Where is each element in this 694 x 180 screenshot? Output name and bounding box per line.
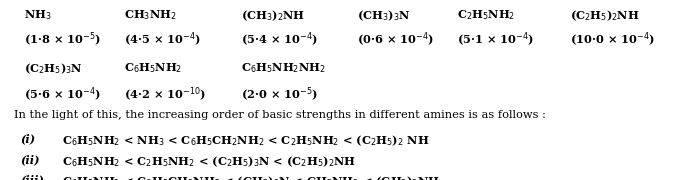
Text: (5·1 × 10$^{-4}$): (5·1 × 10$^{-4}$) [457, 31, 534, 49]
Text: C$_2$H$_5$NH$_2$: C$_2$H$_5$NH$_2$ [457, 8, 515, 22]
Text: C$_6$H$_5$NH$_2$ < NH$_3$ < C$_6$H$_5$CH$_2$NH$_2$ < C$_2$H$_5$NH$_2$ < (C$_2$H$: C$_6$H$_5$NH$_2$ < NH$_3$ < C$_6$H$_5$CH… [62, 134, 430, 148]
Text: (C$_2$H$_5$)$_3$N: (C$_2$H$_5$)$_3$N [24, 62, 83, 76]
Text: CH$_3$NH$_2$: CH$_3$NH$_2$ [124, 8, 176, 22]
Text: (CH$_3$)$_3$N: (CH$_3$)$_3$N [357, 8, 411, 23]
Text: (C$_2$H$_5$)$_2$NH: (C$_2$H$_5$)$_2$NH [570, 8, 640, 23]
Text: NH$_3$: NH$_3$ [24, 8, 52, 22]
Text: (iii): (iii) [21, 175, 44, 180]
Text: (2·0 × 10$^{-5}$): (2·0 × 10$^{-5}$) [241, 86, 317, 104]
Text: (ii): (ii) [21, 154, 40, 165]
Text: (0·6 × 10$^{-4}$): (0·6 × 10$^{-4}$) [357, 31, 434, 49]
Text: C$_6$H$_5$NH$_2$: C$_6$H$_5$NH$_2$ [124, 62, 182, 75]
Text: C$_6$H$_5$NH$_2$NH$_2$: C$_6$H$_5$NH$_2$NH$_2$ [241, 62, 325, 75]
Text: (CH$_3$)$_2$NH: (CH$_3$)$_2$NH [241, 8, 305, 23]
Text: (i): (i) [21, 134, 36, 145]
Text: (4·2 × 10$^{-10}$): (4·2 × 10$^{-10}$) [124, 86, 205, 104]
Text: C$_6$H$_5$NH$_2$ < C$_2$H$_5$NH$_2$ < (C$_2$H$_5$)$_3$N < (C$_2$H$_5$)$_2$NH: C$_6$H$_5$NH$_2$ < C$_2$H$_5$NH$_2$ < (C… [62, 154, 356, 169]
Text: (4·5 × 10$^{-4}$): (4·5 × 10$^{-4}$) [124, 31, 201, 49]
Text: C$_6$H$_5$NH$_2$ < C$_6$H$_5$CH$_2$NH$_2$ < (CH$_3$)$_3$N < CH$_3$NH$_2$ < (CH$_: C$_6$H$_5$NH$_2$ < C$_6$H$_5$CH$_2$NH$_2… [62, 175, 440, 180]
Text: (1·8 × 10$^{-5}$): (1·8 × 10$^{-5}$) [24, 31, 101, 49]
Text: In the light of this, the increasing order of basic strengths in different amine: In the light of this, the increasing ord… [14, 111, 545, 120]
Text: (10·0 × 10$^{-4}$): (10·0 × 10$^{-4}$) [570, 31, 655, 49]
Text: (5·4 × 10$^{-4}$): (5·4 × 10$^{-4}$) [241, 31, 317, 49]
Text: (5·6 × 10$^{-4}$): (5·6 × 10$^{-4}$) [24, 86, 101, 104]
